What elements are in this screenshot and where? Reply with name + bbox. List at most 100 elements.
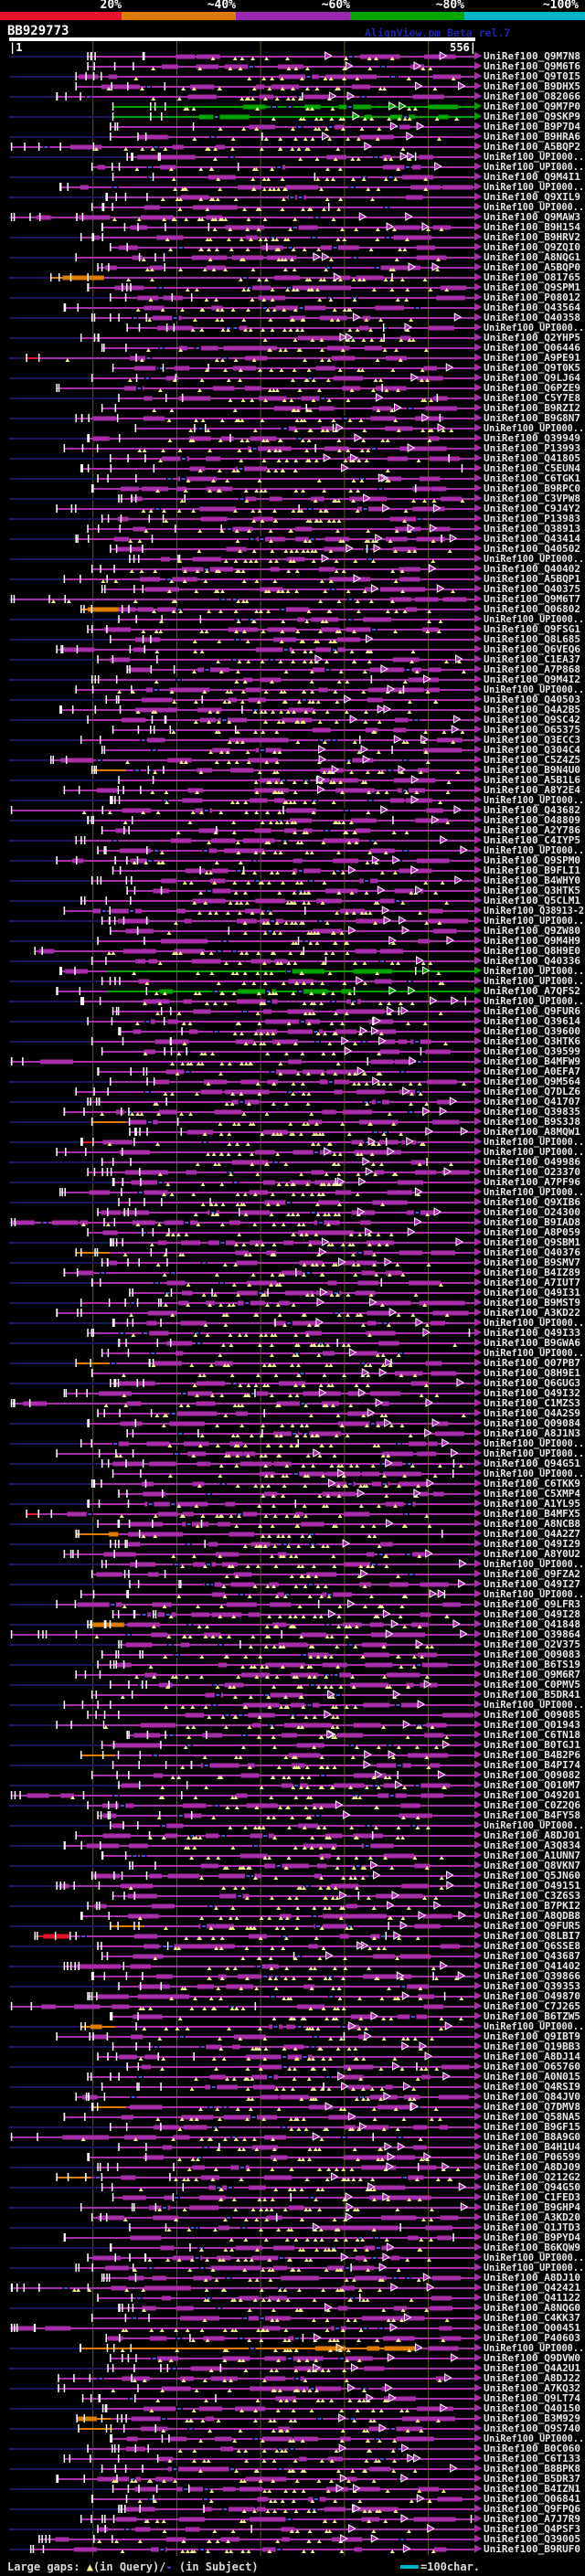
alignment-row[interactable]: UniRef100_A3KD20 bbox=[90, 2211, 580, 2223]
subject-label[interactable]: UniRef100_B9HRA6 bbox=[484, 131, 580, 143]
alignment-row[interactable]: UniRef100_Q9T0K5 bbox=[112, 362, 580, 374]
alignment-row[interactable]: UniRef100_A1UNN7 bbox=[101, 1850, 580, 1861]
subject-label[interactable]: UniRef100_B4FY58 bbox=[484, 1809, 580, 1821]
subject-label[interactable]: UniRef100_UPI000.. bbox=[484, 322, 584, 334]
alignment-row[interactable]: UniRef100_Q7DLZ6 bbox=[75, 1086, 580, 1097]
subject-label[interactable]: UniRef100_UPI000.. bbox=[484, 995, 584, 1007]
subject-label[interactable]: UniRef100_P13993 bbox=[484, 442, 580, 454]
subject-label[interactable]: UniRef100_B9HRV2 bbox=[484, 231, 580, 243]
alignment-row[interactable]: UniRef100_UPI000.. bbox=[9, 2262, 584, 2274]
subject-label[interactable]: UniRef100_Q09085 bbox=[484, 1709, 580, 1721]
alignment-row[interactable]: UniRef100_Q40150 bbox=[9, 2402, 580, 2414]
alignment-row[interactable]: UniRef100_Q9SPM1 bbox=[87, 281, 580, 293]
alignment-row[interactable]: UniRef100_Q9FZA2 bbox=[90, 1568, 580, 1580]
subject-label[interactable]: UniRef100_C0PMV5 bbox=[484, 1679, 580, 1691]
alignment-row[interactable]: UniRef100_Q9FUR5 bbox=[9, 1920, 580, 1932]
alignment-row[interactable]: UniRef100_Q01943 bbox=[9, 1719, 580, 1731]
alignment-row[interactable]: UniRef100_B9DHX5 bbox=[75, 80, 580, 92]
alignment-row[interactable]: UniRef100_B4IZ89 bbox=[63, 1267, 580, 1278]
subject-label[interactable]: UniRef100_Q9M4H9 bbox=[484, 935, 580, 947]
subject-label[interactable]: UniRef100_A3KD20 bbox=[484, 2211, 580, 2223]
alignment-row[interactable]: UniRef100_B9H154 bbox=[101, 221, 580, 233]
alignment-row[interactable]: UniRef100_A7KQ32 bbox=[9, 2382, 580, 2394]
alignment-row[interactable]: UniRef100_A0N015 bbox=[87, 2071, 580, 2083]
subject-label[interactable]: UniRef100_Q5CLM1 bbox=[484, 895, 580, 906]
subject-label[interactable]: UniRef100_Q39866 bbox=[484, 1970, 580, 1982]
alignment-row[interactable]: UniRef100_A7PF96 bbox=[9, 1176, 580, 1188]
alignment-row[interactable]: UniRef100_Q9M4H9 bbox=[9, 935, 580, 947]
alignment-row[interactable]: UniRef100_Q6VEQ6 bbox=[56, 643, 580, 655]
alignment-row[interactable]: UniRef100_Q9LT74 bbox=[81, 2392, 581, 2404]
alignment-row[interactable]: UniRef100_B5DR41 bbox=[90, 1689, 580, 1701]
alignment-row[interactable]: UniRef100_Q00451 bbox=[9, 2322, 580, 2334]
alignment-row[interactable]: UniRef100_Q2YHP5 bbox=[9, 332, 580, 344]
alignment-row[interactable]: UniRef100_Q9FUR6 bbox=[112, 1005, 581, 1017]
alignment-row[interactable]: UniRef100_O49201 bbox=[10, 1789, 581, 1801]
alignment-row[interactable]: UniRef100_UPI000.. bbox=[9, 151, 584, 163]
subject-label[interactable]: UniRef100_Q39949 bbox=[484, 432, 580, 444]
subject-label[interactable]: UniRef100_B9SMV7 bbox=[484, 1256, 580, 1268]
alignment-row[interactable]: UniRef100_B7PKI2 bbox=[9, 1900, 580, 1912]
subject-label[interactable]: UniRef100_Q9FZA2 bbox=[484, 1568, 580, 1580]
subject-label[interactable]: UniRef100_B5DR41 bbox=[484, 1689, 580, 1701]
subject-label[interactable]: UniRef100_Q09084 bbox=[484, 1417, 580, 1429]
subject-label[interactable]: UniRef100_UPI000.. bbox=[484, 794, 584, 806]
subject-label[interactable]: UniRef100_O49201 bbox=[484, 1789, 580, 1801]
subject-label[interactable]: UniRef100_Q40376 bbox=[484, 1246, 580, 1258]
subject-label[interactable]: UniRef100_Q9SKP9 bbox=[484, 111, 580, 122]
alignment-row[interactable]: UniRef100_UPI000.. bbox=[126, 322, 584, 334]
alignment-row[interactable]: UniRef100_Q9MAW3 bbox=[9, 211, 580, 223]
subject-label[interactable]: UniRef100_UPI000.. bbox=[484, 1588, 584, 1600]
subject-label[interactable]: UniRef100_Q4A2B5 bbox=[484, 704, 580, 716]
alignment-row[interactable]: UniRef100_Q06802 bbox=[80, 603, 580, 615]
alignment-row[interactable]: UniRef100_Q6GUG3 bbox=[9, 1377, 580, 1389]
alignment-row[interactable]: UniRef100_B4WHY0 bbox=[9, 875, 580, 886]
subject-label[interactable]: UniRef100_Q8LBI7 bbox=[484, 1930, 580, 1942]
subject-label[interactable]: UniRef100_Q06841 bbox=[484, 2493, 580, 2505]
alignment-row[interactable]: UniRef100_A8MQW1 bbox=[129, 1126, 580, 1138]
subject-label[interactable]: UniRef100_B9H154 bbox=[484, 221, 580, 233]
subject-label[interactable]: UniRef100_B4IZ89 bbox=[484, 1267, 580, 1278]
alignment-row[interactable]: UniRef100_UPI000.. bbox=[9, 1317, 584, 1329]
subject-label[interactable]: UniRef100_Q8L685 bbox=[484, 633, 580, 645]
subject-label[interactable]: UniRef100_C6TN18 bbox=[484, 1729, 580, 1741]
subject-label[interactable]: UniRef100_P06599 bbox=[484, 2151, 580, 2163]
subject-label[interactable]: UniRef100_C5EUN4 bbox=[484, 462, 580, 474]
alignment-row[interactable]: UniRef100_B0TGJ1 bbox=[9, 1739, 580, 1751]
alignment-row[interactable]: UniRef100_A9PE91 bbox=[9, 352, 580, 364]
subject-label[interactable]: UniRef100_Q9LFR3 bbox=[484, 1598, 580, 1610]
alignment-row[interactable]: UniRef100_A5BQP1 bbox=[9, 573, 580, 585]
subject-label[interactable]: UniRef100_Q3HTK6 bbox=[484, 1035, 580, 1047]
alignment-row[interactable]: UniRef100_Q4A2U1 bbox=[9, 2362, 580, 2374]
alignment-row[interactable]: UniRef100_Q49I27 bbox=[9, 1578, 580, 1590]
subject-label[interactable]: UniRef100_C6T133 bbox=[484, 2453, 580, 2465]
subject-label[interactable]: UniRef100_UPI000.. bbox=[484, 1468, 584, 1479]
subject-label[interactable]: UniRef100_B6TS19 bbox=[484, 1659, 580, 1670]
alignment-row[interactable]: UniRef100_Q010M7 bbox=[9, 1779, 580, 1791]
alignment-row[interactable]: UniRef100_UPI000.. bbox=[9, 1819, 584, 1831]
alignment-row[interactable]: UniRef100_UPI000.. bbox=[9, 1437, 584, 1449]
subject-label[interactable]: UniRef100_Q9M7P0 bbox=[484, 101, 580, 112]
alignment-row[interactable]: UniRef100_B9RZI2 bbox=[101, 402, 580, 414]
alignment-row[interactable]: UniRef100_Q06841 bbox=[90, 2493, 580, 2505]
alignment-row[interactable]: UniRef100_O65760 bbox=[9, 2061, 580, 2072]
subject-label[interactable]: UniRef100_Q9SPM1 bbox=[484, 281, 580, 293]
alignment-row[interactable]: UniRef100_B9RPC0 bbox=[90, 482, 580, 494]
subject-label[interactable]: UniRef100_Q58NA5 bbox=[484, 2111, 580, 2123]
alignment-row[interactable]: UniRef100_A2Y786 bbox=[101, 824, 580, 836]
subject-label[interactable]: UniRef100_UPI000.. bbox=[484, 1186, 584, 1198]
alignment-row[interactable]: UniRef100_UPI000.. bbox=[9, 2342, 584, 2354]
subject-label[interactable]: UniRef100_A8DJ09 bbox=[484, 2161, 580, 2173]
subject-label[interactable]: UniRef100_P40603 bbox=[484, 2332, 580, 2344]
subject-label[interactable]: UniRef100_B9RUF0 bbox=[484, 2543, 580, 2555]
subject-label[interactable]: UniRef100_C6TKK9 bbox=[484, 1478, 580, 1489]
subject-label[interactable]: UniRef100_Q9ZW80 bbox=[484, 925, 580, 937]
alignment-row[interactable]: UniRef100_Q8L685 bbox=[9, 633, 580, 645]
alignment-row[interactable]: UniRef100_Q3HTK5 bbox=[126, 885, 580, 896]
subject-label[interactable]: UniRef100_Q9M4I2 bbox=[484, 673, 580, 685]
alignment-row[interactable]: UniRef100_B9HRV2 bbox=[9, 231, 580, 243]
subject-label[interactable]: UniRef100_C4IYP5 bbox=[484, 834, 580, 846]
subject-label[interactable]: UniRef100_Q49I33 bbox=[484, 1327, 580, 1339]
alignment-row[interactable]: UniRef100_Q07PB7 bbox=[9, 1357, 580, 1369]
subject-label[interactable]: UniRef100_UPI000.. bbox=[484, 975, 584, 987]
